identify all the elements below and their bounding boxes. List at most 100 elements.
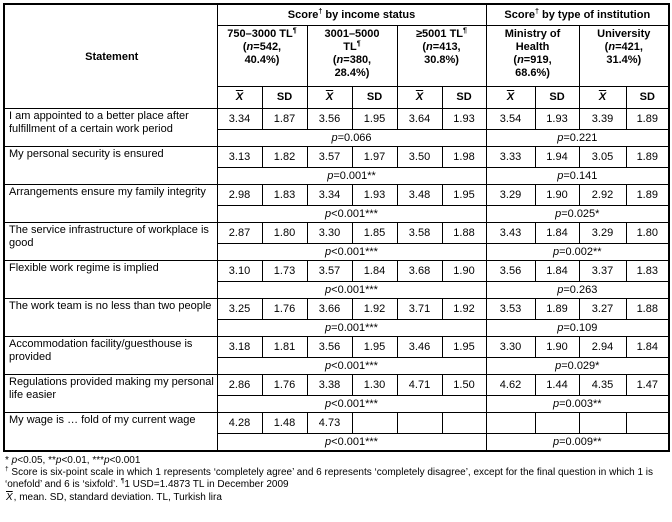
sd-value-cell: 1.93 xyxy=(534,108,580,130)
statement-row: I am appointed to a better place after f… xyxy=(3,108,670,147)
mean-value-cell: 3.46 xyxy=(396,336,443,358)
sd-header: SD xyxy=(441,86,487,109)
sd-value-cell: 1.92 xyxy=(441,298,487,320)
p-value-row: p<0.001*** p=0.002** xyxy=(4,243,670,261)
statement-row: My personal security is ensured 3.13 1.82 3… xyxy=(3,146,670,185)
mean-value-cell: 3.56 xyxy=(485,260,536,282)
mean-symbol-header: X xyxy=(578,86,627,109)
sd-value-cell xyxy=(441,412,487,434)
sd-value-cell: 1.83 xyxy=(625,260,670,282)
mean-value-cell: 2.94 xyxy=(578,336,627,358)
sd-value-cell: 1.95 xyxy=(351,108,398,130)
mean-value-cell: 3.18 xyxy=(216,336,263,358)
mean-value-cell: 3.34 xyxy=(306,184,353,206)
mean-value-cell: 3.25 xyxy=(216,298,263,320)
sd-value-cell: 1.93 xyxy=(351,184,398,206)
footnote-abbreviations: X, mean. SD, standard deviation. TL, Tur… xyxy=(6,491,222,503)
sd-value-cell: 1.50 xyxy=(441,374,487,396)
mean-value-cell xyxy=(578,412,627,434)
statement-cell: My wage is … fold of my current wage xyxy=(3,412,218,452)
footnote-significance: * p<0.05, **p<0.01, ***p<0.001 xyxy=(5,455,141,466)
sd-value-cell xyxy=(351,412,398,434)
sd-value-cell: 1.94 xyxy=(534,146,580,168)
mean-value-cell: 3.29 xyxy=(578,222,627,244)
institution-group-header: Score† by type of institution xyxy=(485,3,670,26)
mean-value-cell: 4.62 xyxy=(485,374,536,396)
footnote-scale: † Score is six-point scale in which 1 re… xyxy=(5,465,654,491)
mean-value-cell: 4.28 xyxy=(216,412,263,434)
sd-value-cell: 1.89 xyxy=(534,298,580,320)
sd-value-cell: 1.84 xyxy=(351,260,398,282)
mean-value-cell: 3.58 xyxy=(396,222,443,244)
column-header: ≥5001 TL¶ (n=413, 30.8%) xyxy=(396,25,487,87)
mean-value-cell: 3.30 xyxy=(485,336,536,358)
mean-value-cell: 3.50 xyxy=(396,146,443,168)
table-body: I am appointed to a better place after f… xyxy=(3,108,670,452)
mean-value-cell: 2.87 xyxy=(216,222,263,244)
sd-value-cell: 1.44 xyxy=(534,374,580,396)
column-header: 3001–5000 TL¶ (n=380, 28.4%) xyxy=(306,25,398,87)
mean-value-cell: 3.43 xyxy=(485,222,536,244)
scores-table: Statement Score† by income status Score†… xyxy=(3,3,671,452)
mean-symbol-header: X xyxy=(216,86,263,109)
p-value-income-cell: p=0.001** xyxy=(216,167,487,185)
p-value-income-cell: p<0.001*** xyxy=(216,281,487,299)
statement-cell: Arrangements ensure my family integrity xyxy=(3,184,218,223)
mean-value-cell: 3.56 xyxy=(306,108,353,130)
mean-value-cell: 3.38 xyxy=(306,374,353,396)
mean-value-cell: 3.57 xyxy=(306,146,353,168)
sd-value-cell: 1.88 xyxy=(441,222,487,244)
sd-header: SD xyxy=(351,86,398,109)
statement-cell: Regulations provided making my personal … xyxy=(3,374,218,413)
p-value-income-cell: p<0.001*** xyxy=(216,395,487,413)
statement-row: The work team is no less than two people… xyxy=(3,298,670,337)
statement-cell: My personal security is ensured xyxy=(3,146,218,185)
sd-value-cell: 1.48 xyxy=(261,412,308,434)
statement-row: Accommodation facility/guesthouse is pro… xyxy=(3,336,670,375)
sd-value-cell: 1.92 xyxy=(351,298,398,320)
mean-value-cell: 3.39 xyxy=(578,108,627,130)
p-value-income-cell: p<0.001*** xyxy=(216,243,487,261)
sd-value-cell: 1.76 xyxy=(261,298,308,320)
mean-value-cell: 3.37 xyxy=(578,260,627,282)
sd-value-cell: 1.95 xyxy=(351,336,398,358)
statement-cell: Accommodation facility/guesthouse is pro… xyxy=(3,336,218,375)
p-value-row: p<0.001*** p=0.263 xyxy=(4,281,670,299)
p-value-row: p=0.066 p=0.221 xyxy=(4,129,670,147)
income-group-header: Score† by income status xyxy=(216,3,487,26)
mean-value-cell: 3.53 xyxy=(485,298,536,320)
p-value-row: p<0.001*** p=0.029* xyxy=(4,357,670,375)
statement-cell: The work team is no less than two people xyxy=(3,298,218,337)
sd-value-cell: 1.84 xyxy=(534,260,580,282)
mean-value-cell: 4.35 xyxy=(578,374,627,396)
mean-value-cell: 3.34 xyxy=(216,108,263,130)
mean-value-cell: 3.05 xyxy=(578,146,627,168)
column-header-row: 750–3000 TL¶ (n=542, 40.4%) 3001–5000 TL¶ (n=… xyxy=(4,25,670,87)
p-value-institution-cell: p=0.009** xyxy=(485,433,670,452)
mean-value-cell: 3.54 xyxy=(485,108,536,130)
p-value-institution-cell: p=0.141 xyxy=(485,167,670,185)
mean-value-cell: 3.30 xyxy=(306,222,353,244)
table-header: Statement Score† by income status Score†… xyxy=(3,3,670,109)
statement-row: Regulations provided making my personal … xyxy=(3,374,670,413)
sd-header: SD xyxy=(534,86,580,109)
mean-value-cell: 4.71 xyxy=(396,374,443,396)
p-value-row: p<0.001*** p=0.009** xyxy=(4,433,670,452)
statement-header: Statement xyxy=(3,3,218,109)
column-header: Ministry of Health (n=919, 68.6%) xyxy=(485,25,580,87)
sd-value-cell: 1.97 xyxy=(351,146,398,168)
group-header-row: Statement Score† by income status Score†… xyxy=(3,3,670,109)
p-value-institution-cell: p=0.002** xyxy=(485,243,670,261)
sd-value-cell: 1.82 xyxy=(261,146,308,168)
sd-value-cell: 1.73 xyxy=(261,260,308,282)
mean-symbol-header: X xyxy=(485,86,536,109)
mean-value-cell: 3.29 xyxy=(485,184,536,206)
sd-value-cell: 1.88 xyxy=(625,298,670,320)
statement-cell: I am appointed to a better place after f… xyxy=(3,108,218,147)
sd-value-cell: 1.81 xyxy=(261,336,308,358)
mean-symbol-header: X xyxy=(306,86,353,109)
document-page: Statement Score† by income status Score†… xyxy=(3,3,671,503)
mean-value-cell: 2.92 xyxy=(578,184,627,206)
sd-value-cell: 1.76 xyxy=(261,374,308,396)
sd-value-cell: 1.84 xyxy=(534,222,580,244)
